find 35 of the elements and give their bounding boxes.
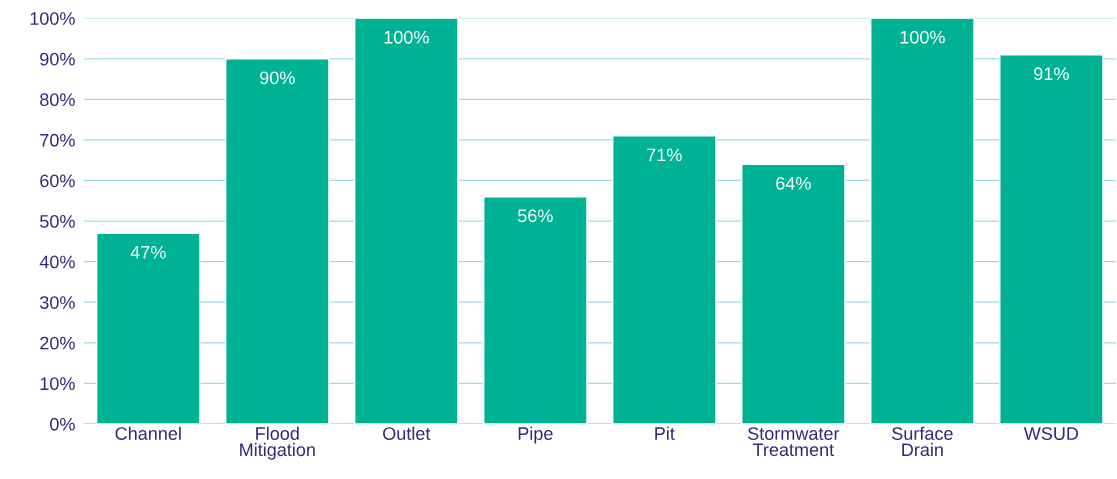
data-label: 90%: [260, 71, 295, 85]
y-tick-label: 0%: [50, 417, 75, 431]
y-tick-label: 20%: [40, 336, 75, 350]
y-tick-label: 70%: [40, 133, 75, 147]
bar: [870, 18, 975, 424]
y-tick-label: 60%: [40, 174, 75, 188]
bar: [224, 58, 330, 424]
data-label: 64%: [776, 176, 811, 190]
bar: [612, 135, 717, 424]
bar: [483, 196, 588, 424]
x-tick-label: WSUD: [1023, 427, 1079, 440]
data-label: 100%: [900, 30, 945, 44]
data-label: 56%: [517, 209, 553, 223]
y-tick-label: 40%: [39, 255, 75, 269]
y-tick-label: 90%: [40, 52, 75, 66]
data-label: 100%: [384, 30, 429, 44]
data-label: 91%: [1034, 67, 1069, 81]
x-tick-label: Pit: [655, 426, 675, 440]
y-tick-label: 10%: [40, 377, 75, 391]
bar: [741, 163, 846, 424]
y-tick-label: 50%: [40, 214, 75, 228]
x-tick-label: Stormwater Treatment: [748, 427, 840, 457]
y-tick-label: 80%: [40, 93, 75, 107]
x-tick-label: Outlet: [383, 426, 431, 440]
data-label: 47%: [130, 245, 166, 259]
x-tick-label: Pipe: [518, 426, 553, 444]
y-tick-label: 100%: [30, 12, 75, 25]
bar: [999, 54, 1104, 424]
x-tick-label: Flood Mitigation: [240, 426, 315, 460]
bar: [354, 18, 459, 424]
x-tick-label: Channel: [115, 426, 181, 440]
data-label: 71%: [647, 148, 682, 162]
bar: [95, 232, 201, 424]
x-tick-label: Surface Drain: [892, 426, 953, 457]
y-tick-label: 30%: [39, 296, 75, 309]
